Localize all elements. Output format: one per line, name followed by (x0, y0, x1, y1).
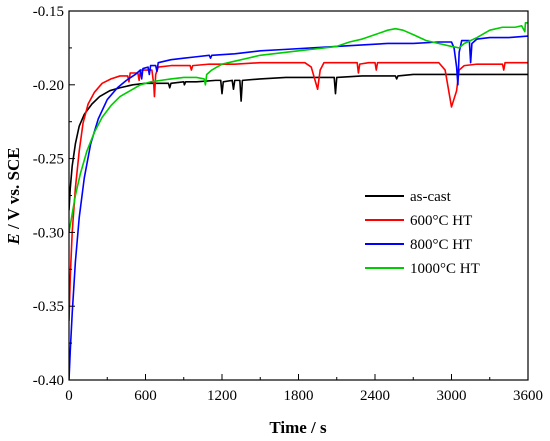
y-tick-label: -0.20 (33, 78, 64, 94)
x-tick-label: 0 (65, 388, 73, 404)
x-tick-label: 600 (134, 388, 157, 404)
x-tick-label: 2400 (360, 388, 390, 404)
legend-label-3: 1000°C HT (410, 261, 480, 277)
series-line-2 (69, 35, 528, 380)
legend-label-0: as-cast (410, 189, 452, 205)
y-tick-label: -0.35 (33, 299, 64, 315)
y-tick-label: -0.25 (33, 152, 64, 168)
x-axis-title: Time / s (269, 418, 327, 437)
legend: as-cast 600°C HT 800°C HT 1000°C HT (365, 189, 480, 277)
series-line-3 (69, 22, 528, 233)
y-tick-label: -0.15 (33, 4, 64, 20)
legend-label-2: 800°C HT (410, 237, 472, 253)
series-line-0 (69, 73, 528, 211)
x-tick-label: 3600 (513, 388, 543, 404)
x-tick-label: 3000 (437, 388, 467, 404)
legend-label-1: 600°C HT (410, 213, 472, 229)
x-tick-label: 1800 (284, 388, 314, 404)
series-line-1 (69, 61, 528, 321)
y-axis-title: E / V vs. SCE (4, 147, 23, 245)
y-tick-label: -0.40 (33, 373, 64, 389)
y-tick-label: -0.30 (33, 225, 64, 241)
x-tick-label: 1200 (207, 388, 237, 404)
